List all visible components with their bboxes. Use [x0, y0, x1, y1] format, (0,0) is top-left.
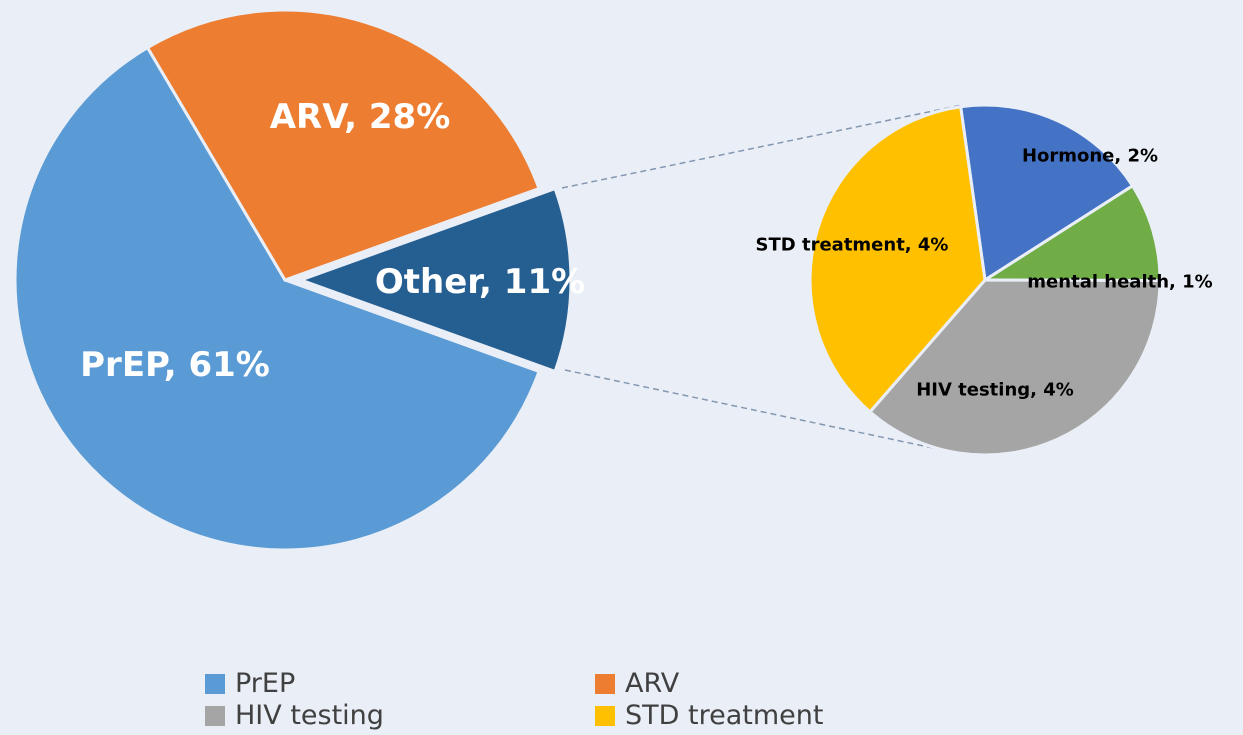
pie-slice [867, 278, 1162, 457]
connector-line [564, 369, 953, 453]
legend-swatch [205, 705, 225, 726]
data-label: ARV, 28% [269, 97, 451, 137]
legend-label: ARV [625, 668, 680, 699]
legend-label: PrEP [235, 668, 296, 699]
data-label: mental health, 1% [1027, 271, 1213, 293]
pie-slice [958, 103, 1135, 283]
legend-item: STD treatment [595, 700, 823, 731]
legend-swatch [595, 673, 615, 694]
pie-slice [145, 8, 541, 282]
pie-slice [296, 186, 573, 374]
connector-line [561, 104, 963, 189]
data-label: Hormone, 2% [1021, 145, 1159, 167]
legend-swatch [205, 673, 225, 694]
data-label: HIV testing, 4% [916, 379, 1074, 401]
data-label: Other, 11% [374, 262, 586, 302]
data-label: PrEP, 61% [80, 345, 270, 385]
legend-item: ARV [595, 668, 679, 699]
legend-label: STD treatment [625, 700, 824, 731]
pie-slice [808, 105, 987, 415]
pie-slice [979, 183, 1162, 283]
legend-label: HIV testing [235, 700, 384, 731]
data-label: STD treatment, 4% [755, 234, 949, 256]
legend-swatch [595, 705, 615, 726]
legend-item: HIV testing [205, 700, 384, 731]
legend-item: PrEP [205, 668, 295, 699]
pie-slice [13, 45, 541, 552]
